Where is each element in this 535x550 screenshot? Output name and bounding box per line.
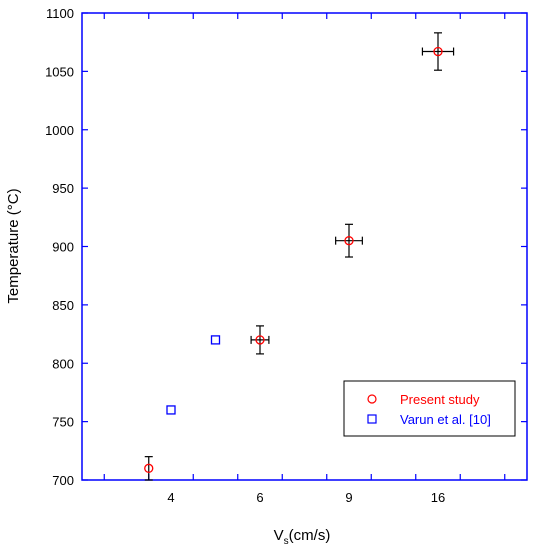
y-tick-label: 1000 [45,123,74,138]
x-tick-label: 6 [256,490,263,505]
x-tick-label: 9 [345,490,352,505]
markers [144,46,443,473]
data-point-present-study [144,463,154,473]
y-tick-label: 850 [52,298,74,313]
data-point-varun [166,405,176,415]
x-tick-label: 16 [431,490,445,505]
data-point-present-study [433,46,443,57]
y-tick-label: 1050 [45,64,74,79]
legend: Present study Varun et al. [10] [343,380,516,437]
y-tick-label: 1100 [46,6,74,21]
y-tick-label: 800 [52,356,74,371]
ticks: 700 750 800 850 900 950 1000 1050 1100 4 6 9 16 [45,6,527,505]
x-tick-label: 4 [167,490,174,505]
data-point-varun [210,335,221,345]
legend-label-present-study: Present study [400,392,480,407]
legend-marker-present-study [367,394,377,404]
data-point-present-study [255,335,265,345]
x-axis-label-unit: (cm/s) [289,527,331,544]
y-axis-label: Temperature (°C) [5,188,22,303]
x-axis-label: Vs(cm/s) [274,527,331,547]
data-point-present-study [344,236,354,246]
x-axis-label-sub: s [284,536,289,547]
x-axis-label-main: V [274,527,284,544]
legend-box [343,380,516,437]
legend-label-varun: Varun et al. [10] [400,412,491,427]
y-tick-label: 750 [52,415,74,430]
y-tick-label: 900 [52,240,74,255]
legend-marker-varun [367,414,377,424]
y-tick-label: 700 [52,473,74,488]
error-bars [144,32,455,481]
y-tick-label: 950 [52,181,74,196]
